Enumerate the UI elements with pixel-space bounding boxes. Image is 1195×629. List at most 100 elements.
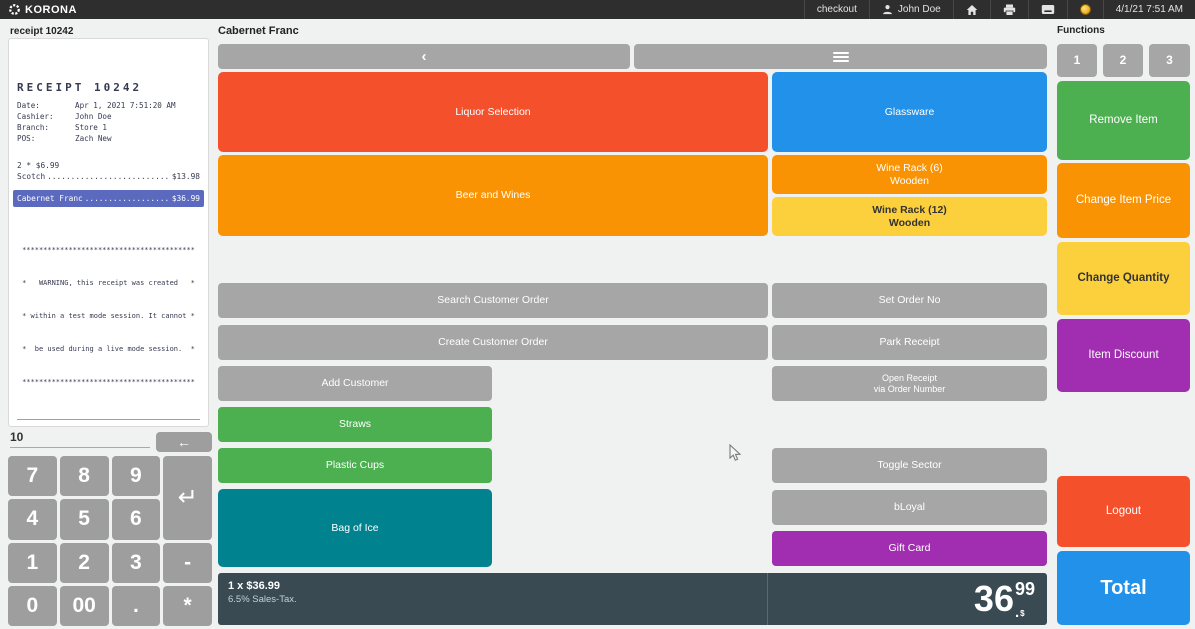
dot-leader: ...................... [84,194,170,203]
key-9[interactable]: 9 [111,456,161,497]
back-button[interactable]: ‹ [218,44,630,69]
clock: 4/1/21 7:51 AM [1102,0,1195,19]
park-receipt-button[interactable]: Park Receipt [772,325,1047,360]
key-00[interactable]: 00 [59,585,109,626]
topbar-right: checkout John Doe [803,0,1195,19]
gear-icon [9,4,20,15]
sale-line-qty-price: 1 x $36.99 [228,580,280,592]
logout-button[interactable]: Logout [1057,476,1190,547]
coin-icon [1079,4,1091,15]
key-5[interactable]: 5 [59,499,109,540]
current-sale-bar: 1 x $36.99 6.5% Sales-Tax. 36 99 . $ [218,573,1047,625]
wine-rack-6-button[interactable]: Wine Rack (6) Wooden [772,155,1047,194]
amount-dollars: 36 [973,578,1014,619]
chevron-left-icon: ‹ [421,48,427,65]
add-customer-button[interactable]: Add Customer [218,366,492,401]
beer-and-wines-button[interactable]: Beer and Wines [218,155,768,236]
datetime-text: 4/1/21 7:51 AM [1115,4,1183,15]
korona-logo: KORONA [0,3,77,16]
set-order-no-button[interactable]: Set Order No [772,283,1047,318]
cash-drawer-button[interactable] [1027,0,1067,19]
bloyal-button[interactable]: bLoyal [772,490,1047,525]
receipt-meta-row: POS: Zach New [17,133,200,144]
key-2[interactable]: 2 [59,542,109,583]
menu-button[interactable] [634,44,1047,69]
cash-drawer-icon [1041,5,1054,14]
wine-rack-12-button[interactable]: Wine Rack (12) Wooden [772,197,1047,236]
key-4[interactable]: 4 [8,499,57,540]
meta-value: Apr 1, 2021 7:51:20 AM [75,101,176,110]
key-8[interactable]: 8 [59,456,109,497]
sale-line-info: 1 x $36.99 6.5% Sales-Tax. [218,573,768,625]
plastic-cups-button[interactable]: Plastic Cups [218,448,492,483]
toggle-sector-button[interactable]: Toggle Sector [772,448,1047,483]
key-star[interactable]: * [163,585,212,626]
receipt-panel-label: receipt 10242 [10,26,74,37]
enter-key[interactable]: ↵ [163,456,212,540]
backspace-button[interactable]: ← [156,432,212,452]
button-sublabel: Wooden [888,216,931,229]
quantity-input[interactable]: 10 [10,430,150,448]
user-name: John Doe [897,4,941,15]
change-item-price-button[interactable]: Change Item Price [1057,163,1190,238]
key-1[interactable]: 1 [8,542,57,583]
meta-value: Store 1 [75,123,108,132]
key-dot[interactable]: . [111,585,161,626]
item-discount-button[interactable]: Item Discount [1057,319,1190,392]
test-mode-warning: ****************************************… [22,246,195,386]
meta-label: Date: [17,101,40,110]
amount-cents: 99 [1014,579,1035,599]
gift-card-button[interactable]: Gift Card [772,531,1047,566]
create-customer-order-button[interactable]: Create Customer Order [218,325,768,360]
key-minus[interactable]: - [163,542,212,583]
meta-value: Zach New [75,134,112,143]
dot-leader: .............................. [47,172,170,181]
straws-button[interactable]: Straws [218,407,492,442]
receipt-line-item[interactable]: Scotch .............................. $1… [17,171,200,182]
home-button[interactable] [952,0,990,19]
enter-icon: ↵ [177,484,198,512]
button-sublabel: via Order Number [873,383,946,394]
button-label: Open Receipt [881,372,938,383]
receipt-meta-row: Cashier: John Doe [17,111,200,122]
meta-value: John Doe [75,112,112,121]
item-name: Cabernet Franc [17,194,83,203]
function-preset-2-button[interactable]: 2 [1103,44,1143,77]
receipt-meta-row: Date: Apr 1, 2021 7:51:20 AM [17,100,200,111]
total-button[interactable]: Total [1057,551,1190,625]
open-receipt-via-order-number-button[interactable]: Open Receipt via Order Number [772,366,1047,401]
glassware-button[interactable]: Glassware [772,72,1047,152]
user-menu[interactable]: John Doe [868,0,953,19]
numpad: 7 8 9 ↵ 4 5 6 1 2 3 - 0 00 . * [8,456,212,626]
key-7[interactable]: 7 [8,456,57,497]
button-label: Wine Rack (6) [876,161,943,174]
currency-symbol: $ [1020,609,1025,618]
brand-text: KORONA [25,3,77,16]
key-0[interactable]: 0 [8,585,57,626]
item-price: $36.99 [171,194,200,203]
receipt-item-qty: 2 * $6.99 [17,161,60,170]
checkout-button[interactable]: checkout [803,0,869,19]
home-icon [966,4,978,15]
key-3[interactable]: 3 [111,542,161,583]
function-preset-3-button[interactable]: 3 [1149,44,1190,77]
item-price: $13.98 [171,172,200,181]
currency-button[interactable] [1066,0,1103,19]
bag-of-ice-button[interactable]: Bag of Ice [218,489,492,567]
search-customer-order-button[interactable]: Search Customer Order [218,283,768,318]
printer-icon [1003,4,1015,16]
meta-label: Branch: [17,123,50,132]
meta-label: Cashier: [17,112,54,121]
function-preset-1-button[interactable]: 1 [1057,44,1097,77]
divider [17,419,200,420]
liquor-selection-button[interactable]: Liquor Selection [218,72,768,152]
print-button[interactable] [989,0,1028,19]
change-quantity-button[interactable]: Change Quantity [1057,242,1190,315]
receipt-line-item-selected[interactable]: Cabernet Franc ...................... $3… [13,190,204,207]
key-6[interactable]: 6 [111,499,161,540]
mouse-cursor [729,444,742,461]
item-name: Scotch [17,172,46,181]
receipt-preview: RECEIPT 10242 Date: Apr 1, 2021 7:51:20 … [8,38,209,427]
remove-item-button[interactable]: Remove Item [1057,81,1190,160]
